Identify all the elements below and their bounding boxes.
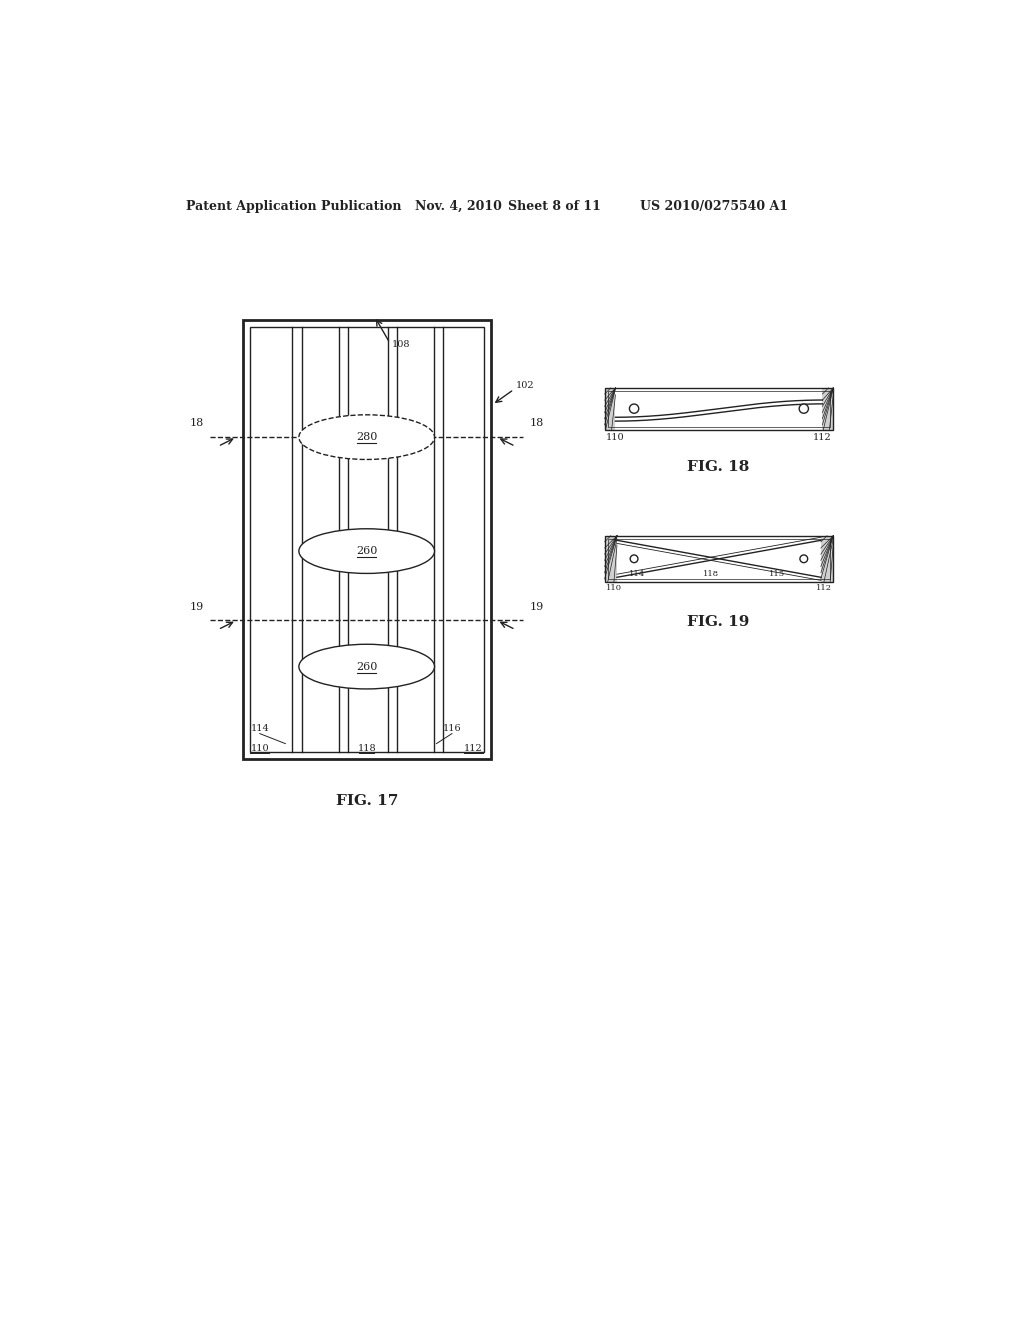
Text: 110: 110 [606,585,623,593]
Text: 118: 118 [702,570,719,578]
Text: 18: 18 [529,418,544,428]
Bar [607,391,830,428]
Text: FIG. 19: FIG. 19 [687,615,750,628]
Text: 260: 260 [356,546,378,556]
Text: Patent Application Publication: Patent Application Publication [186,199,401,213]
Text: 280: 280 [356,432,378,442]
Bar [821,536,834,582]
Text: FIG. 18: FIG. 18 [687,461,750,474]
Bar [607,539,830,579]
Text: 19: 19 [189,602,204,611]
Text: 112: 112 [813,433,831,442]
Ellipse shape [299,644,434,689]
Text: 110: 110 [251,744,269,754]
Bar [604,388,834,430]
Text: Sheet 8 of 11: Sheet 8 of 11 [508,199,601,213]
Bar [604,536,834,582]
Text: 112: 112 [464,744,483,754]
Ellipse shape [299,414,434,459]
Text: 116: 116 [442,723,461,733]
Circle shape [630,404,639,413]
Bar [250,327,483,752]
Text: 115: 115 [769,570,785,578]
Bar [243,321,490,759]
Bar [822,388,834,430]
Text: 112: 112 [816,585,831,593]
Text: US 2010/0275540 A1: US 2010/0275540 A1 [640,199,787,213]
Text: 108: 108 [391,341,410,350]
Text: FIG. 17: FIG. 17 [336,795,398,808]
Bar [604,536,617,582]
Text: 19: 19 [529,602,544,611]
Text: Nov. 4, 2010: Nov. 4, 2010 [415,199,502,213]
Bar [604,388,615,430]
Text: 260: 260 [356,661,378,672]
Text: 18: 18 [189,418,204,428]
Circle shape [800,554,808,562]
Text: 114: 114 [251,723,269,733]
Text: 118: 118 [357,744,376,754]
Ellipse shape [299,529,434,573]
Text: 102: 102 [515,381,535,389]
Circle shape [630,554,638,562]
Text: 110: 110 [606,433,625,442]
Text: 114: 114 [629,570,645,578]
Circle shape [799,404,809,413]
